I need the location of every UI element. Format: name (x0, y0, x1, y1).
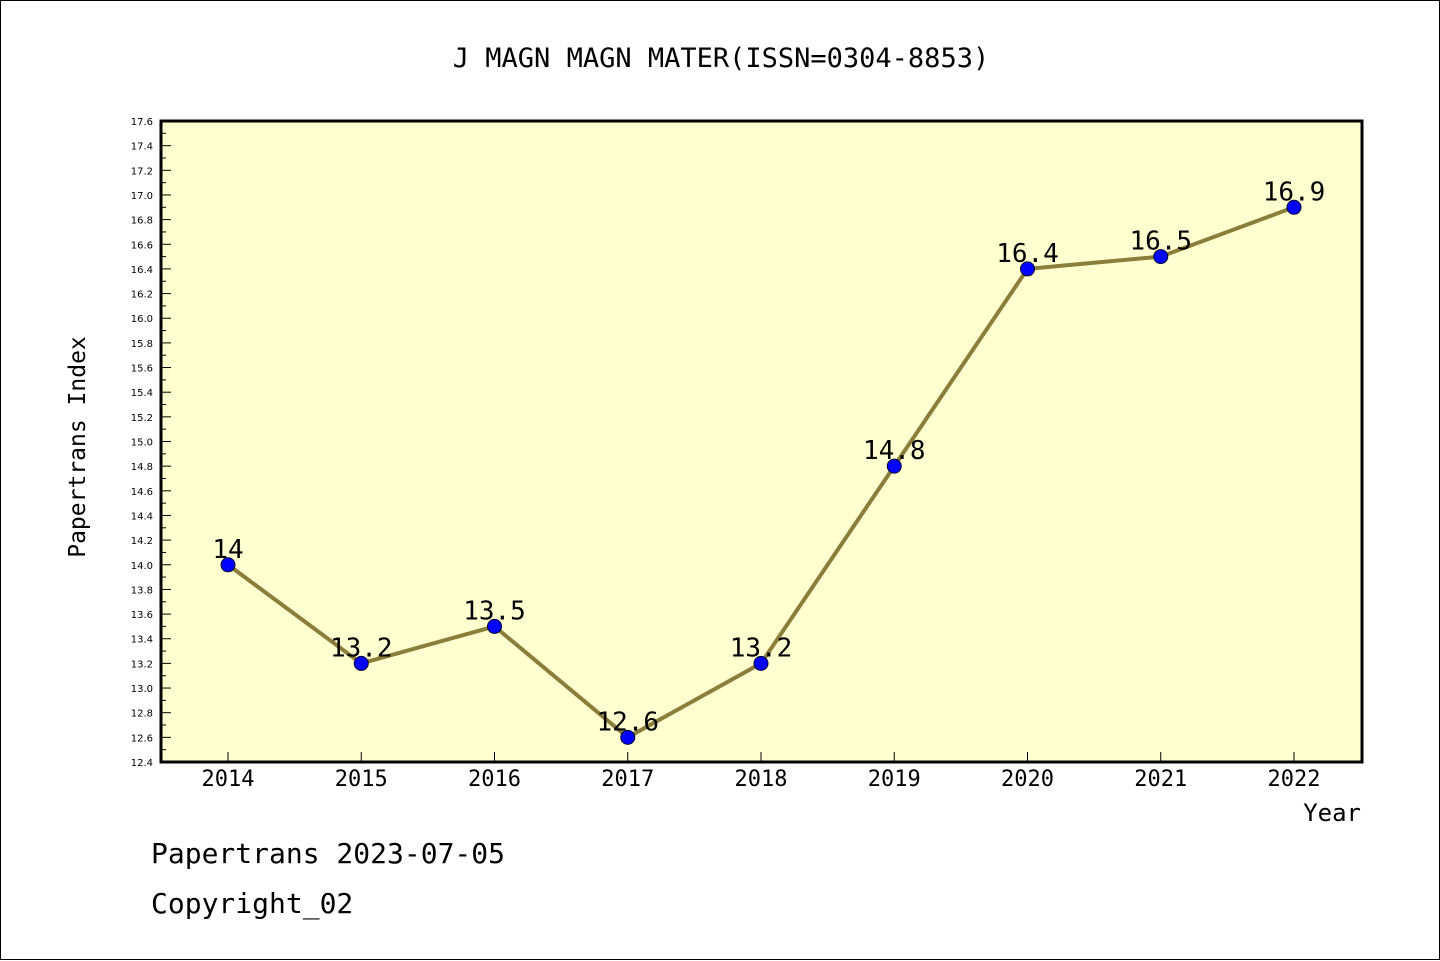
y-tick-label: 16.8 (131, 216, 153, 227)
y-tick-label: 17.4 (131, 142, 153, 153)
y-tick-label: 13.4 (131, 635, 153, 646)
x-tick-label: 2022 (1268, 767, 1321, 792)
y-tick-label: 16.6 (131, 240, 153, 251)
x-tick-label: 2017 (601, 767, 654, 792)
data-label: 13.2 (330, 633, 393, 663)
x-tick-label: 2019 (868, 767, 921, 792)
chart-title: J MAGN MAGN MATER(ISSN=0304-8853) (453, 43, 989, 74)
y-tick-label: 14.8 (131, 462, 153, 473)
data-point (487, 618, 502, 634)
y-tick-label: 14.6 (131, 487, 153, 498)
data-label: 14 (212, 535, 243, 565)
y-tick-label: 15.6 (131, 364, 153, 375)
y-tick-label: 17.0 (131, 191, 153, 202)
data-label: 13.2 (730, 633, 793, 663)
y-tick-label: 17.6 (131, 117, 153, 128)
y-tick-label: 17.2 (131, 166, 153, 177)
series-group: 14 13.2 13.5 12.6 13.2 14.8 16.4 16.5 16.9 (212, 177, 1326, 745)
data-point (753, 655, 769, 671)
y-tick-label: 16.0 (131, 314, 153, 325)
y-tick-label: 15.0 (131, 438, 153, 449)
y-axis-label: Papertrans Index (65, 336, 91, 558)
y-axis: 12.4 12.6 12.8 13.0 13.2 13.4 13.6 13.8 14.0 14.2… (131, 117, 171, 769)
y-tick-label: 12.6 (131, 733, 153, 744)
y-tick-label: 12.4 (131, 758, 153, 769)
data-point (1286, 199, 1302, 215)
x-tick-label: 2021 (1134, 767, 1187, 792)
plot-area (159, 119, 1364, 764)
x-tick-label: 2018 (735, 767, 788, 792)
y-tick-label: 14.0 (131, 561, 153, 572)
footer-copyright-text: Copyright_02 (151, 887, 354, 920)
data-point (353, 655, 369, 671)
y-tick-label: 15.2 (131, 413, 153, 424)
y-tick-label: 13.0 (131, 684, 153, 695)
data-point (1020, 261, 1035, 277)
footer-date-text: Papertrans 2023-07-05 (151, 837, 506, 870)
data-label: 13.5 (463, 596, 526, 626)
x-axis-label: Year (1303, 799, 1361, 827)
data-label: 14.8 (863, 436, 926, 466)
y-tick-label: 14.4 (131, 511, 153, 522)
y-tick-label: 16.4 (131, 265, 153, 276)
y-tick-label: 13.8 (131, 585, 153, 596)
y-tick-label: 14.2 (131, 536, 153, 547)
x-tick-label: 2020 (1001, 767, 1054, 792)
x-axis: 2014 2015 2016 2017 2018 2019 2020 2021 2022 (202, 752, 1321, 792)
y-tick-label: 16.2 (131, 290, 153, 301)
data-point (1153, 249, 1169, 265)
y-tick-label: 13.2 (131, 659, 153, 670)
data-label: 12.6 (596, 707, 659, 737)
y-tick-label: 12.8 (131, 709, 153, 720)
data-label: 16.9 (1263, 177, 1326, 207)
data-point (886, 458, 902, 474)
data-point (620, 729, 636, 745)
x-tick-label: 2016 (468, 767, 521, 792)
data-label: 16.4 (996, 239, 1059, 269)
y-tick-label: 13.6 (131, 610, 153, 621)
x-tick-label: 2015 (335, 767, 388, 792)
data-label: 16.5 (1129, 227, 1192, 257)
y-tick-label: 15.8 (131, 339, 153, 350)
x-tick-label: 2014 (202, 767, 255, 792)
data-point (220, 557, 236, 573)
y-tick-label: 15.4 (131, 388, 153, 399)
